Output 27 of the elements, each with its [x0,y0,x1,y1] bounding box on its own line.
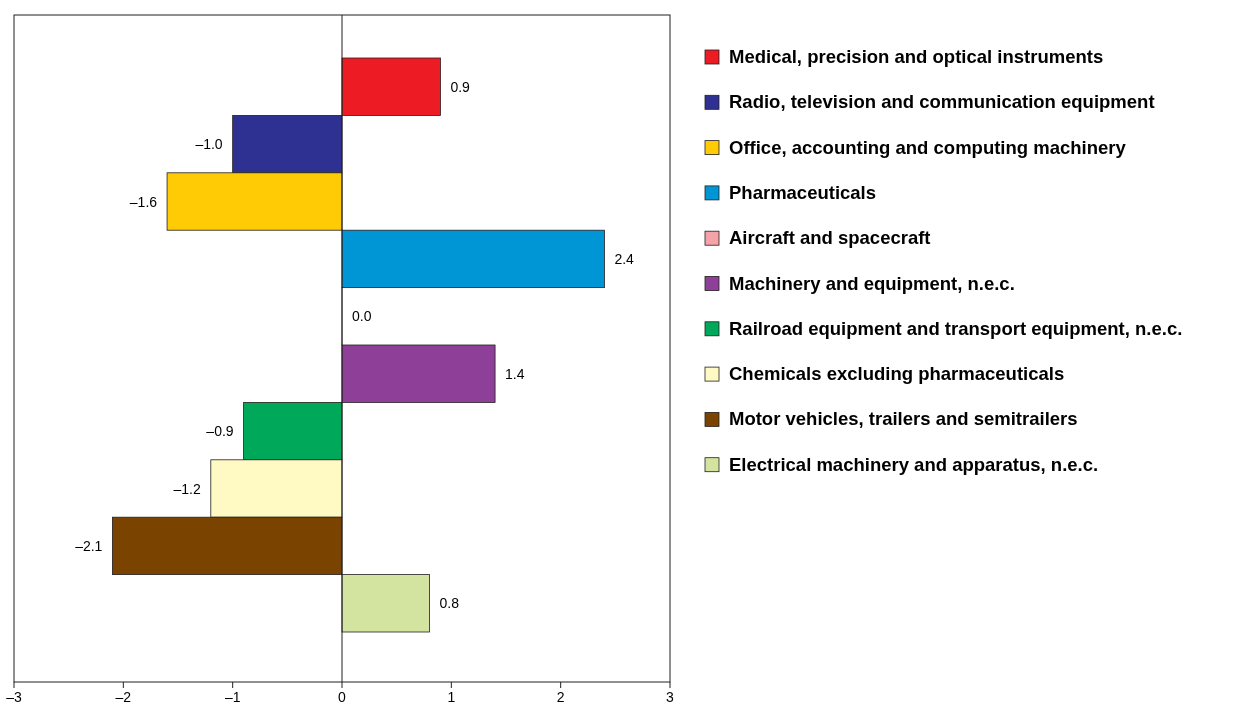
data-label: –1.0 [195,136,223,153]
data-label: –1.2 [173,480,202,497]
x-tick-label: 1 [447,689,456,704]
legend-label: Office, accounting and computing machinery [729,136,1127,158]
legend-label: Railroad equipment and transport equipment, n.e.c. [729,317,1183,339]
x-tick-label: –3 [6,689,22,704]
data-label: –0.9 [206,423,234,440]
x-tick-label: 0 [338,689,347,704]
legend-label: Electrical machinery and apparatus, n.e.c. [729,453,1099,475]
legend-label: Motor vehicles, trailers and semitrailers [729,408,1078,430]
data-label: –2.1 [75,537,103,554]
legend-label: Aircraft and spacecraft [729,227,931,249]
legend-label: Pharmaceuticals [729,181,877,203]
x-tick-label: 2 [556,689,565,704]
legend-label: Medical, precision and optical instruments [729,46,1104,67]
data-label: 0.8 [439,595,460,612]
data-label: 2.4 [614,250,635,267]
legend-label: Radio, television and communication equipment [729,91,1155,113]
x-tick-label: 3 [666,689,675,704]
data-label: 0.9 [450,78,471,95]
legend-label: Machinery and equipment, n.e.c. [729,272,1015,294]
data-label: 1.4 [505,365,525,382]
data-label: –1.6 [129,193,158,210]
x-tick-label: –1 [224,689,241,704]
x-tick-label: –2 [115,689,132,704]
data-label: 0.0 [352,308,372,325]
legend-label: Chemicals excluding pharmaceuticals [729,363,1065,385]
